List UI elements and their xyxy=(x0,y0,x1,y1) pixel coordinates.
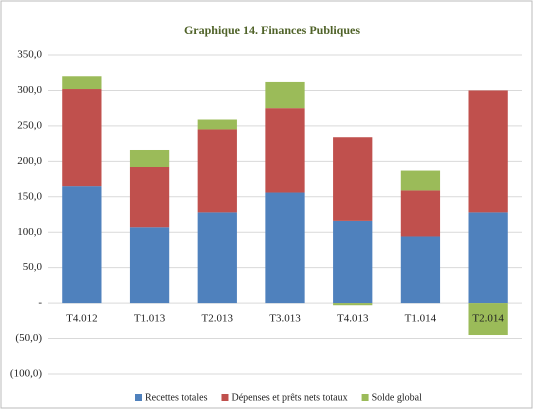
x-tick-label: T3.013 xyxy=(269,313,301,325)
bar-segment xyxy=(333,303,373,306)
bar-segment xyxy=(400,236,441,304)
x-tick-label: T2.014 xyxy=(472,313,504,325)
x-tick-label: T1.014 xyxy=(405,313,437,325)
legend-label: Recettes totales xyxy=(145,392,208,403)
bar-segment xyxy=(62,186,102,304)
bar-segment xyxy=(197,119,237,130)
y-tick-label: 100,0 xyxy=(17,226,42,238)
bar-segment xyxy=(129,149,170,168)
bar-segment xyxy=(197,129,237,213)
legend-swatch xyxy=(361,394,369,401)
y-tick-label: - xyxy=(38,297,42,309)
x-tick-label: T1.013 xyxy=(134,313,166,325)
bar-segment xyxy=(333,220,373,304)
bar-segment xyxy=(197,212,237,304)
bar-segment xyxy=(62,89,102,187)
chart-title: Graphique 14. Finances Publiques xyxy=(184,23,360,37)
y-tick-label: 350,0 xyxy=(17,49,42,61)
legend-label: Solde global xyxy=(372,392,422,403)
bar-segment xyxy=(400,170,441,191)
bar-segment xyxy=(333,137,373,221)
y-tick-label: 50,0 xyxy=(23,261,43,273)
x-tick-label: T4.013 xyxy=(337,313,369,325)
legend-label: Dépenses et prêts nets totaux xyxy=(231,392,347,403)
bar-segment xyxy=(129,227,170,304)
bar-segment xyxy=(400,190,441,237)
x-tick-label: T4.012 xyxy=(66,313,97,325)
bar-segment xyxy=(468,303,508,336)
legend-swatch xyxy=(135,394,142,401)
bar-segment xyxy=(265,192,305,304)
y-tick-label: 250,0 xyxy=(17,119,42,131)
bar-segment xyxy=(265,81,305,109)
legend-swatch xyxy=(221,394,229,401)
y-tick-label: (100,0) xyxy=(10,368,42,380)
bar-segment xyxy=(129,167,170,228)
y-tick-label: (50,0) xyxy=(15,332,42,344)
x-tick-label: T2.013 xyxy=(202,313,234,325)
bar-segment xyxy=(468,212,508,304)
bar-segment xyxy=(62,76,102,90)
bar-segment xyxy=(265,108,305,193)
y-tick-label: 300,0 xyxy=(17,84,42,96)
bar-segment xyxy=(468,90,508,213)
y-tick-label: 150,0 xyxy=(17,190,42,202)
y-tick-label: 200,0 xyxy=(17,155,42,167)
